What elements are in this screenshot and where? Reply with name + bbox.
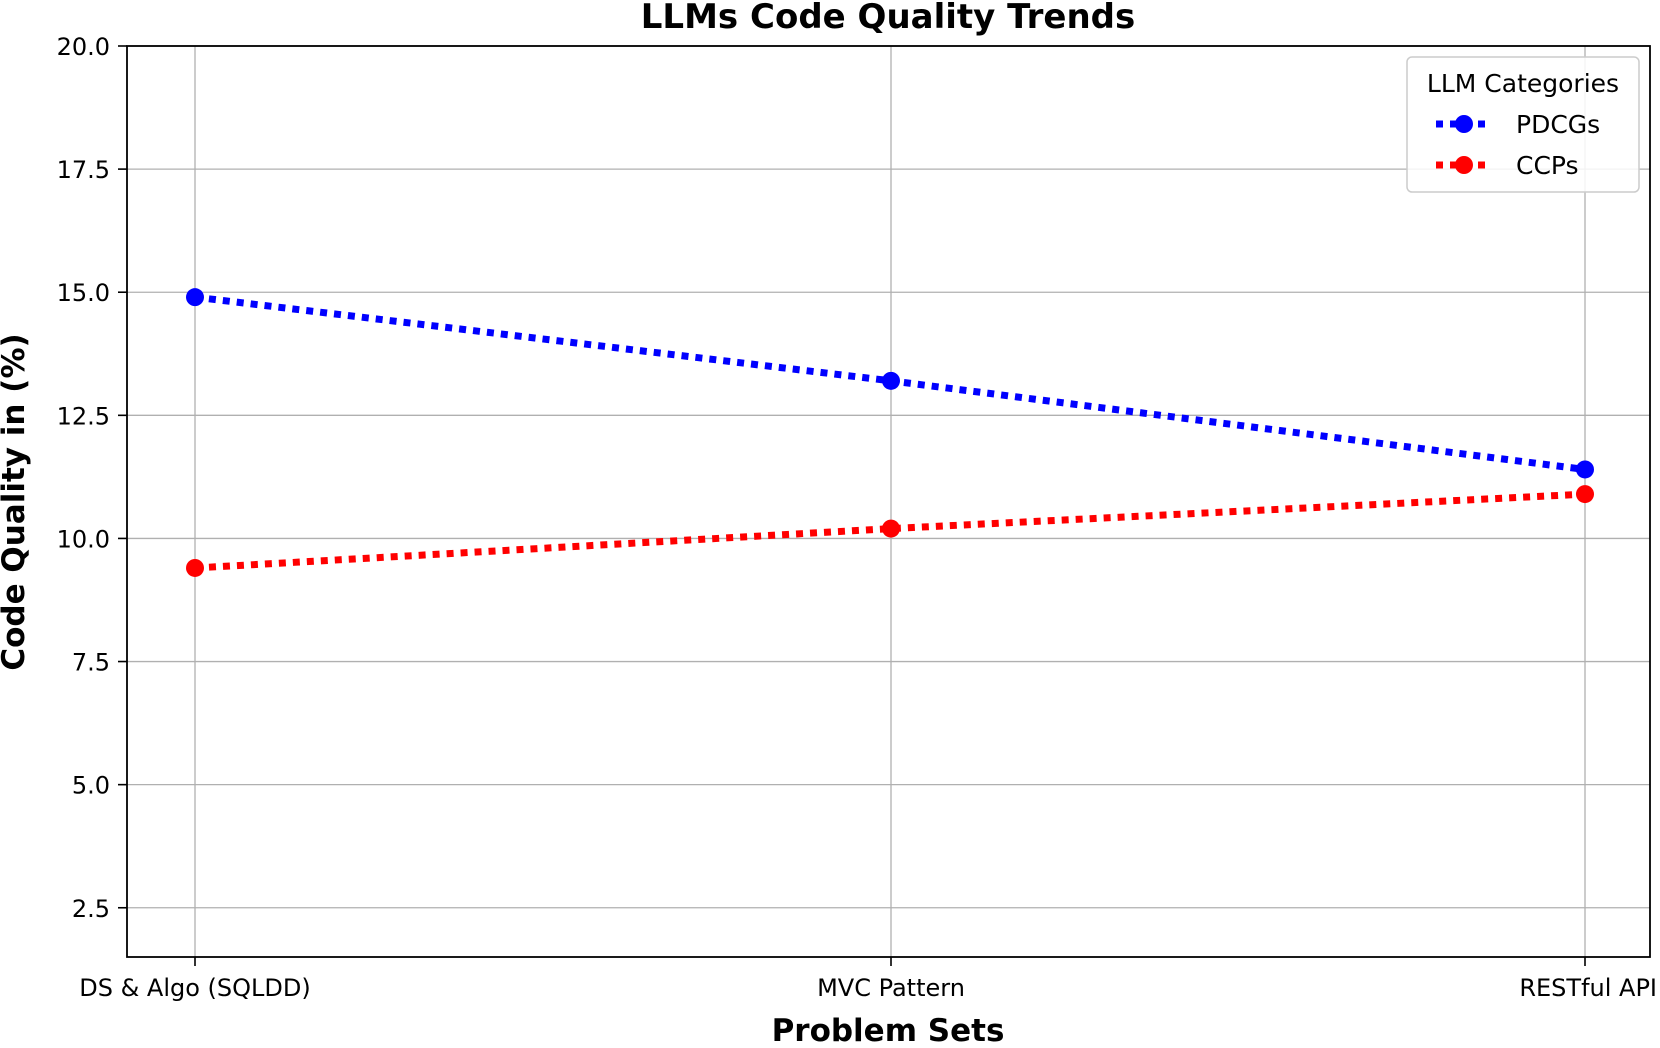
y-tick-label-4: 12.5 [57,402,110,430]
plot-frame [126,45,1651,958]
point-pdcgs-2 [1576,460,1594,479]
series-layer [186,288,1594,577]
x-tick-label-1: MVC Pattern [817,974,965,1002]
y-tick-label-6: 17.5 [57,156,110,184]
grid-layer [127,45,1650,957]
x-tick-label-2: RESTful API [1519,974,1657,1002]
x-axis-label: Problem Sets [772,1013,1005,1048]
point-ccps-1 [882,519,900,538]
legend-marker-pdcgs [1455,115,1473,133]
y-axis-label: Code Quality in (%) [0,333,32,670]
legend-marker-ccps [1455,156,1473,174]
point-ccps-0 [186,558,204,577]
tick-layer: 2.5 5.0 7.5 10.0 12.5 15.0 17.5 20.0 DS & Algo (… [57,33,1657,1002]
legend-title: LLM Categories [1427,69,1619,98]
y-tick-label-0: 2.5 [72,895,110,923]
y-tick-label-3: 10.0 [57,525,110,553]
x-tick-label-0: DS & Algo (SQLDD) [79,974,311,1002]
point-pdcgs-0 [186,288,204,307]
legend-label-pdcgs: PDCGs [1516,110,1600,139]
legend-label-ccps: CCPs [1516,151,1579,180]
y-tick-label-5: 15.0 [57,279,110,307]
legend: LLM Categories PDCGs CCPs [1406,56,1640,193]
y-tick-label-2: 7.5 [72,649,110,677]
y-tick-label-1: 5.0 [72,772,110,800]
point-ccps-2 [1576,485,1594,504]
chart-title: LLMs Code Quality Trends [641,0,1135,37]
point-pdcgs-1 [882,371,900,390]
y-tick-label-7: 20.0 [57,33,110,61]
